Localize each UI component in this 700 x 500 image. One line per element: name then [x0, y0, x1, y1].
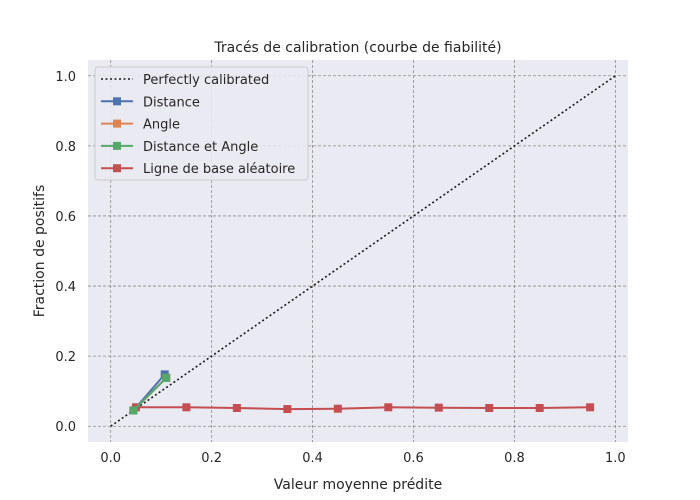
data-point-ligne-de-base-aleatoire: [535, 404, 544, 413]
y-tick-label: 0.0: [55, 420, 76, 435]
legend-item: Perfectly calibrated: [101, 73, 269, 88]
data-point-ligne-de-base-aleatoire: [586, 403, 595, 412]
data-point-ligne-de-base-aleatoire: [232, 404, 241, 413]
legend-label: Ligne de base aléatoire: [143, 162, 295, 177]
legend-marker: [113, 119, 121, 128]
series-layer: [110, 75, 616, 427]
x-tick-label: 0.0: [100, 451, 121, 466]
legend: Perfectly calibrated Distance Angle Distanc…: [94, 66, 309, 181]
data-point-distance-et-angle: [162, 373, 171, 382]
y-tick-label: 0.6: [55, 210, 76, 225]
data-point-ligne-de-base-aleatoire: [182, 403, 191, 412]
legend-item: Angle: [101, 118, 180, 133]
legend-marker: [113, 97, 121, 106]
chart-title: Tracés de calibration (courbe de fiabili…: [213, 40, 501, 56]
legend-item: Distance: [101, 95, 200, 110]
legend-label: Distance et Angle: [143, 140, 258, 155]
y-tick-label: 0.4: [55, 280, 76, 295]
x-axis-ticks: 0.0 0.2 0.4 0.6 0.8 1.0: [100, 451, 625, 466]
legend-box: [94, 66, 309, 181]
series-perfectly-calibrated: [110, 75, 616, 427]
legend-item: Distance et Angle: [101, 140, 258, 155]
series-distance-et-angle: [129, 373, 171, 415]
x-tick-label: 1.0: [605, 451, 626, 466]
y-axis-label: Fraction de positifs: [32, 185, 48, 318]
data-point-ligne-de-base-aleatoire: [283, 405, 292, 414]
data-point-ligne-de-base-aleatoire: [485, 404, 494, 413]
x-tick-label: 0.4: [302, 451, 323, 466]
y-tick-label: 0.2: [55, 350, 76, 365]
legend-label: Angle: [143, 118, 180, 133]
y-axis-ticks: 0.0 0.2 0.4 0.6 0.8 1.0: [55, 70, 76, 435]
x-tick-label: 0.8: [504, 451, 525, 466]
x-axis-label: Valeur moyenne prédite: [274, 477, 442, 493]
data-point-ligne-de-base-aleatoire: [333, 404, 342, 413]
legend-marker: [113, 164, 121, 173]
legend-item: Ligne de base aléatoire: [101, 162, 295, 177]
x-tick-label: 0.6: [403, 451, 424, 466]
data-point-distance-et-angle: [129, 406, 138, 415]
data-point-ligne-de-base-aleatoire: [384, 403, 393, 412]
legend-label: Perfectly calibrated: [143, 73, 269, 88]
y-tick-label: 1.0: [55, 70, 76, 85]
legend-label: Distance: [143, 95, 200, 110]
series-line-ligne-de-base-aleatoire: [135, 406, 591, 411]
y-tick-label: 0.8: [55, 140, 76, 155]
legend-marker: [113, 141, 121, 150]
x-tick-label: 0.2: [201, 451, 222, 466]
data-point-ligne-de-base-aleatoire: [434, 403, 443, 412]
series-line-distance-et-angle: [132, 377, 167, 412]
series-line-perfectly-calibrated: [110, 75, 616, 427]
